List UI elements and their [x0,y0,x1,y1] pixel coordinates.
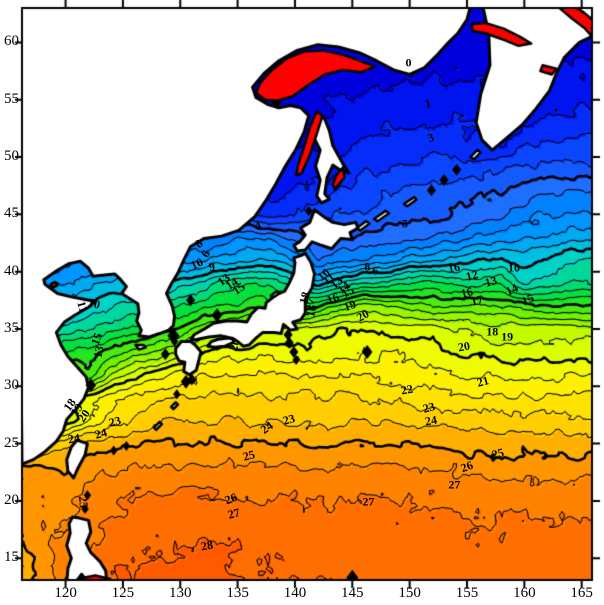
map-canvas [0,0,604,605]
sst-contour-map-figure: 120 125 130 135 140 145 150 155 160 165 15 20 25 30 35… [0,0,604,605]
